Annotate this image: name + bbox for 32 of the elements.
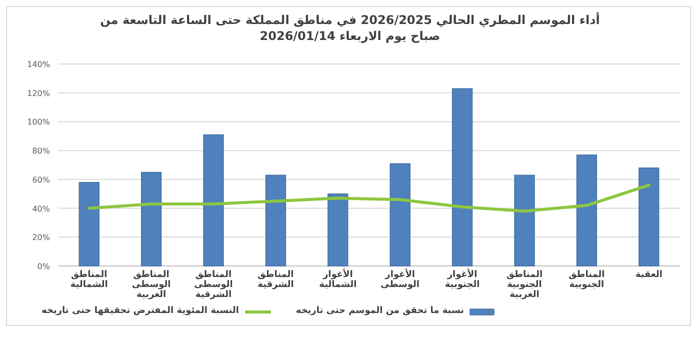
y-tick-label: 120% (27, 88, 50, 98)
x-tick-label: العقبة (634, 270, 664, 280)
bar (452, 88, 473, 266)
x-tick-label: المناطق الجنوبية الغربية (505, 270, 544, 300)
x-tick-label: المناطق الوسطى الغربية (130, 270, 172, 300)
bar (576, 154, 597, 266)
bar (390, 163, 410, 266)
x-tick-label: الأغوار الجنوبية (444, 270, 481, 290)
y-tick-label: 40% (32, 204, 50, 214)
x-tick-label: المناطق الشمالية (69, 270, 109, 290)
bar (78, 182, 100, 266)
bar (328, 194, 348, 266)
legend-label: النسبة المئوية المفترض تحقيقها حتى تاريخه (42, 306, 239, 317)
y-tick-label: 20% (32, 233, 50, 242)
legend-label: نسبة ما تحقق من الموسم حتى تاريخه (296, 306, 464, 317)
x-tick-label: المناطق الشرقية (256, 270, 295, 290)
bar (141, 172, 162, 266)
y-tick-label: 60% (32, 175, 50, 184)
x-tick-label: المناطق الجنوبية (568, 270, 606, 290)
bar (514, 174, 535, 266)
y-tick-label: 140% (27, 60, 50, 69)
line-series (88, 184, 650, 213)
x-tick-label: المناطق الوسطى الشرقية (193, 270, 234, 300)
bar (638, 168, 660, 266)
y-tick-label: 0% (37, 262, 50, 271)
bar (265, 174, 286, 266)
bar (203, 134, 224, 266)
x-tick-label: الأغوار الوسطى (380, 270, 421, 290)
title: أداء الموسم المطري الحالي 2026/2025 في مناطق المملكة حتى الساعة التاسعة من صباح يوم الاربعاء 2026/01/14 (100, 12, 600, 44)
y-tick-label: 80% (32, 146, 50, 156)
x-tick-label: الأغوار الشمالية (318, 270, 358, 290)
y-tick-label: 100% (27, 118, 50, 127)
